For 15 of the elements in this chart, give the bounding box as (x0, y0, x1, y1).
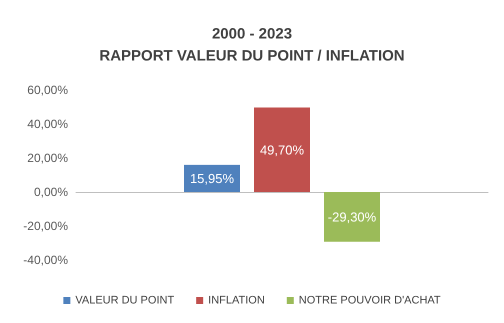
bar (254, 108, 310, 192)
data-label: 49,70% (260, 142, 304, 158)
data-label: 15,95% (190, 170, 234, 186)
legend-label: INFLATION (208, 294, 265, 306)
legend-label: VALEUR DU POINT (75, 294, 174, 306)
y-tick-label: -20,00% (23, 219, 68, 233)
y-tick-label: -40,00% (23, 253, 68, 267)
y-tick-label: 40,00% (27, 117, 68, 131)
chart-title: 2000 - 2023 RAPPORT VALEUR DU POINT / INFLATION (99, 26, 405, 64)
y-tick-label: 0,00% (34, 185, 68, 199)
y-tick-label: 60,00% (27, 83, 68, 97)
y-tick-label: 20,00% (27, 151, 68, 165)
legend-label: NOTRE POUVOIR D'ACHAT (298, 294, 441, 306)
bar (324, 192, 380, 242)
data-label: -29,30% (328, 209, 377, 224)
